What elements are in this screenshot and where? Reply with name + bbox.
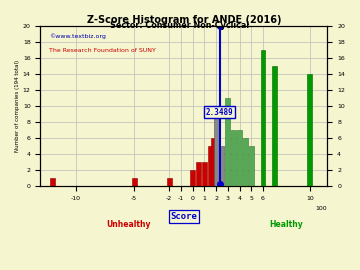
Bar bbox=[272, 66, 277, 186]
Bar bbox=[231, 130, 236, 186]
Bar bbox=[243, 138, 248, 186]
Y-axis label: Number of companies (194 total): Number of companies (194 total) bbox=[15, 60, 20, 152]
Bar bbox=[211, 138, 216, 186]
Bar bbox=[249, 146, 254, 186]
Bar bbox=[202, 162, 207, 186]
Text: Sector: Consumer Non-Cyclical: Sector: Consumer Non-Cyclical bbox=[111, 21, 249, 30]
Bar bbox=[190, 170, 195, 186]
Text: 100: 100 bbox=[316, 206, 327, 211]
Text: Unhealthy: Unhealthy bbox=[106, 220, 150, 229]
Text: 2.3489: 2.3489 bbox=[206, 108, 234, 117]
Bar bbox=[196, 162, 201, 186]
Bar bbox=[50, 178, 55, 186]
Bar bbox=[307, 74, 312, 186]
Text: Healthy: Healthy bbox=[270, 220, 303, 229]
Bar bbox=[237, 130, 242, 186]
Bar bbox=[132, 178, 136, 186]
Bar bbox=[208, 146, 213, 186]
Bar bbox=[225, 98, 230, 186]
Text: The Research Foundation of SUNY: The Research Foundation of SUNY bbox=[49, 48, 156, 53]
Text: ©www.textbiz.org: ©www.textbiz.org bbox=[49, 34, 106, 39]
Bar bbox=[261, 50, 265, 186]
Bar bbox=[220, 146, 224, 186]
Title: Z-Score Histogram for ANDE (2016): Z-Score Histogram for ANDE (2016) bbox=[87, 15, 281, 25]
Bar bbox=[167, 178, 172, 186]
X-axis label: Score: Score bbox=[170, 212, 197, 221]
Bar bbox=[213, 114, 219, 186]
